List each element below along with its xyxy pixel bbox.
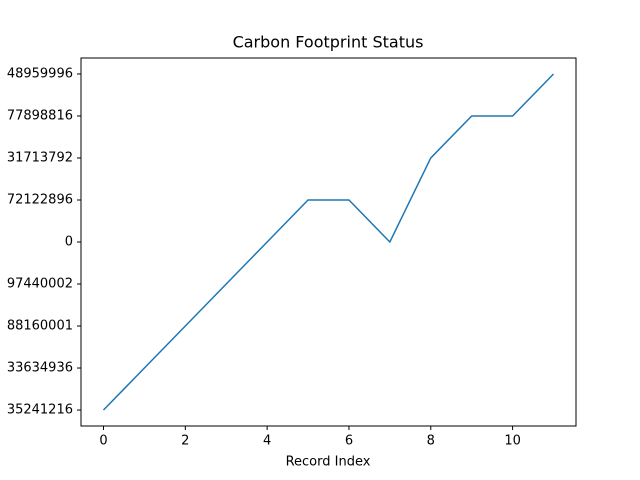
x-axis-label: Record Index (286, 455, 371, 470)
y-tick-label: 77898816 (7, 108, 73, 123)
x-tick-label: 0 (99, 434, 107, 449)
y-tick-label: 35241216 (7, 403, 73, 418)
x-tick-label: 10 (504, 434, 521, 449)
y-tick-label: 97440002 (7, 277, 73, 292)
axes-frame (80, 57, 577, 427)
y-tick-label: 72122896 (7, 192, 73, 207)
y-tick-label: 0 (65, 235, 73, 250)
data-line (102, 73, 555, 411)
x-tick-label: 6 (345, 434, 353, 449)
chart-title: Carbon Footprint Status (233, 33, 424, 52)
x-tick-label: 4 (263, 434, 271, 449)
y-tick-label: 88160001 (7, 319, 73, 334)
x-tick-label: 2 (181, 434, 189, 449)
y-tick-label: 31713792 (7, 150, 73, 165)
y-tick-label: 48959996 (7, 66, 73, 81)
y-tick-label: 33634936 (7, 361, 73, 376)
x-tick-label: 8 (427, 434, 435, 449)
